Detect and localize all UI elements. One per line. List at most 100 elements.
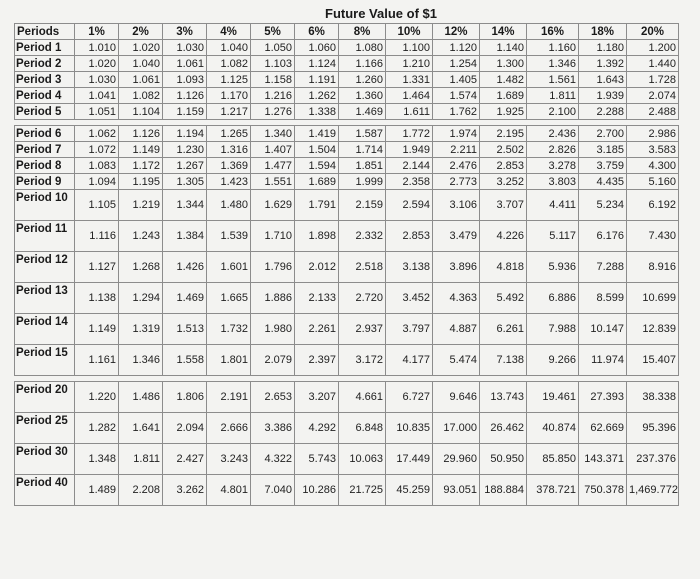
factor-cell: 1.340 (250, 125, 295, 142)
factor-cell: 1.265 (206, 125, 251, 142)
factor-cell: 7.040 (250, 474, 295, 506)
factor-cell: 3.243 (206, 443, 251, 475)
factor-cell: 2.191 (206, 381, 251, 413)
factor-cell: 1.149 (118, 141, 163, 158)
factor-cell: 50.950 (479, 443, 527, 475)
factor-cell: 1.714 (338, 141, 386, 158)
factor-cell: 10.063 (338, 443, 386, 475)
factor-cell: 1.469 (162, 282, 207, 314)
factor-cell: 1.898 (294, 220, 339, 252)
factor-cell: 2.195 (479, 125, 527, 142)
rate-header: 2% (118, 23, 163, 40)
factor-cell: 4.818 (479, 251, 527, 283)
factor-cell: 2.853 (479, 157, 527, 174)
factor-cell: 1.276 (250, 103, 295, 120)
factor-cell: 2.594 (385, 189, 433, 221)
factor-cell: 1.020 (118, 39, 163, 56)
factor-cell: 10.835 (385, 412, 433, 444)
factor-cell: 1.267 (162, 157, 207, 174)
factor-cell: 17.449 (385, 443, 433, 475)
factor-cell: 5.474 (432, 344, 480, 376)
factor-cell: 10.147 (578, 313, 627, 345)
factor-cell: 1.191 (294, 71, 339, 88)
factor-cell: 1.999 (338, 173, 386, 190)
factor-cell: 27.393 (578, 381, 627, 413)
factor-cell: 1.093 (162, 71, 207, 88)
rate-header: 8% (338, 23, 386, 40)
factor-cell: 1.513 (162, 313, 207, 345)
factor-cell: 2.397 (294, 344, 339, 376)
factor-cell: 1.464 (385, 87, 433, 104)
period-label: Period 4 (14, 87, 75, 104)
factor-cell: 1.120 (432, 39, 480, 56)
factor-cell: 1.772 (385, 125, 433, 142)
factor-cell: 1.194 (162, 125, 207, 142)
factor-cell: 2.476 (432, 157, 480, 174)
rate-header: 5% (250, 23, 295, 40)
factor-cell: 3.138 (385, 251, 433, 283)
factor-cell: 1.216 (250, 87, 295, 104)
factor-cell: 1.344 (162, 189, 207, 221)
factor-cell: 1.219 (118, 189, 163, 221)
period-label: Period 7 (14, 141, 75, 158)
period-label: Period 11 (14, 220, 75, 252)
factor-cell: 2.986 (626, 125, 679, 142)
factor-cell: 1.762 (432, 103, 480, 120)
factor-cell: 1.477 (250, 157, 295, 174)
factor-cell: 1.728 (626, 71, 679, 88)
future-value-table: Periods 1% 2% 3% 4% 5% 6% 8% 10% 12% 14%… (14, 23, 679, 506)
factor-cell: 1.030 (162, 39, 207, 56)
table-row: Period 15 1.161 1.346 1.558 1.801 2.079 2.397 3… (14, 344, 679, 376)
factor-cell: 40.874 (526, 412, 579, 444)
factor-cell: 1.801 (206, 344, 251, 376)
factor-cell: 1.040 (206, 39, 251, 56)
period-label: Period 25 (14, 412, 75, 444)
factor-cell: 2.159 (338, 189, 386, 221)
factor-cell: 1.082 (118, 87, 163, 104)
table-row: Period 1 1.010 1.020 1.030 1.040 1.050 1.060 1.… (14, 39, 679, 56)
factor-cell: 4.801 (206, 474, 251, 506)
factor-cell: 2.436 (526, 125, 579, 142)
factor-cell: 93.051 (432, 474, 480, 506)
factor-cell: 3.386 (250, 412, 295, 444)
factor-cell: 7.988 (526, 313, 579, 345)
factor-cell: 3.172 (338, 344, 386, 376)
factor-cell: 1.732 (206, 313, 251, 345)
factor-cell: 3.262 (162, 474, 207, 506)
factor-cell: 1.611 (385, 103, 433, 120)
factor-cell: 12.839 (626, 313, 679, 345)
table-row: Period 8 1.083 1.172 1.267 1.369 1.477 1.594 1.… (14, 157, 679, 174)
factor-cell: 1.594 (294, 157, 339, 174)
factor-cell: 1.348 (74, 443, 119, 475)
factor-cell: 1.170 (206, 87, 251, 104)
factor-cell: 1.419 (294, 125, 339, 142)
factor-cell: 3.207 (294, 381, 339, 413)
factor-cell: 2.427 (162, 443, 207, 475)
factor-cell: 3.583 (626, 141, 679, 158)
factor-cell: 1.254 (432, 55, 480, 72)
factor-cell: 21.725 (338, 474, 386, 506)
factor-cell: 2.700 (578, 125, 627, 142)
factor-cell: 1.166 (338, 55, 386, 72)
factor-cell: 3.759 (578, 157, 627, 174)
factor-cell: 5.117 (526, 220, 579, 252)
table-row: Period 25 1.282 1.641 2.094 2.666 3.386 4.292 6… (14, 412, 679, 444)
factor-cell: 2.133 (294, 282, 339, 314)
factor-cell: 1.811 (118, 443, 163, 475)
factor-cell: 5.936 (526, 251, 579, 283)
period-label: Period 30 (14, 443, 75, 475)
factor-cell: 1.061 (118, 71, 163, 88)
factor-cell: 1.558 (162, 344, 207, 376)
header-row: Periods 1% 2% 3% 4% 5% 6% 8% 10% 12% 14%… (14, 23, 679, 40)
factor-cell: 1.980 (250, 313, 295, 345)
factor-cell: 1.305 (162, 173, 207, 190)
factor-cell: 3.896 (432, 251, 480, 283)
factor-cell: 15.407 (626, 344, 679, 376)
rate-header: 18% (578, 23, 627, 40)
factor-cell: 5.492 (479, 282, 527, 314)
factor-cell: 1.392 (578, 55, 627, 72)
factor-cell: 1.405 (432, 71, 480, 88)
factor-cell: 1.384 (162, 220, 207, 252)
factor-cell: 1.587 (338, 125, 386, 142)
factor-cell: 2.208 (118, 474, 163, 506)
